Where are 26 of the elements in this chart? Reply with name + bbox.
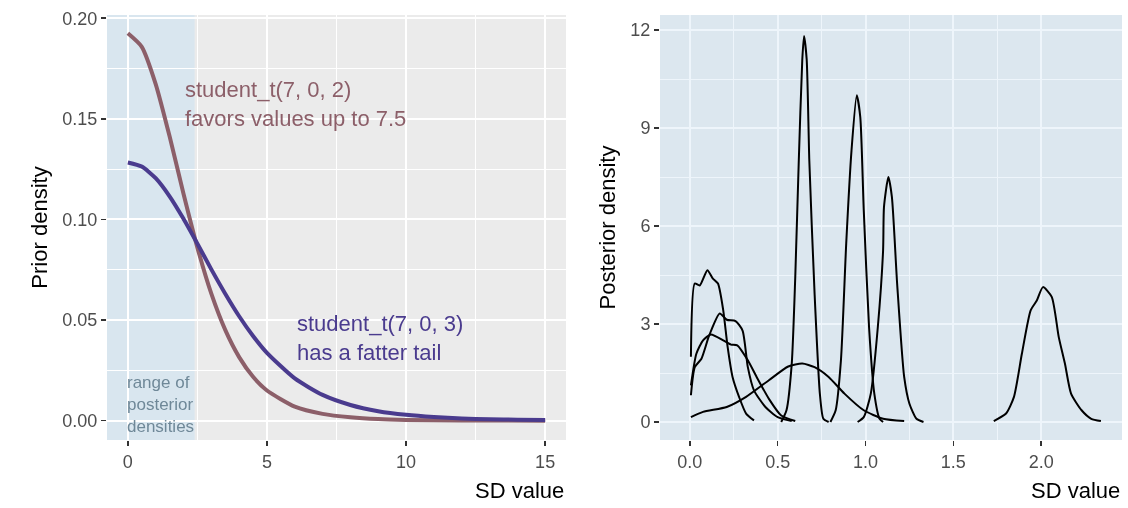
x-axis-title: SD value (475, 478, 565, 503)
y-axis-title: Posterior density (595, 145, 621, 310)
y-tick-label: 0.15 (62, 109, 98, 130)
x-axis-title: SD value (1031, 478, 1121, 503)
x-tick-label: 5 (261, 451, 272, 472)
y-tick-label: 0 (640, 412, 651, 433)
x-tick-label: 2.0 (1028, 451, 1054, 472)
band-label: range of posterior densities (127, 373, 195, 437)
y-tick-label: 3 (640, 314, 651, 335)
y-tick-label: 6 (640, 216, 651, 237)
y-tick-label: 0.00 (62, 410, 98, 431)
annotation: student_t(7, 0, 2) favors values up to 7.5 (185, 77, 407, 131)
x-tick-label: 1.0 (853, 451, 879, 472)
x-tick-label: 0.5 (765, 451, 791, 472)
y-tick-label: 12 (630, 20, 651, 41)
x-tick-label: 1.5 (940, 451, 966, 472)
x-tick-label: 0 (122, 451, 133, 472)
y-tick-label: 0.05 (62, 310, 98, 331)
x-tick-label: 15 (535, 451, 556, 472)
y-axis-title: Prior density (27, 166, 53, 289)
y-tick-label: 0.20 (62, 8, 98, 29)
annotation: student_t(7, 0, 3) has a fatter tail (297, 311, 464, 365)
x-tick-label: 0.0 (677, 451, 703, 472)
x-tick-label: 10 (396, 451, 417, 472)
y-tick-label: 9 (640, 118, 651, 139)
y-tick-label: 0.10 (62, 209, 98, 230)
